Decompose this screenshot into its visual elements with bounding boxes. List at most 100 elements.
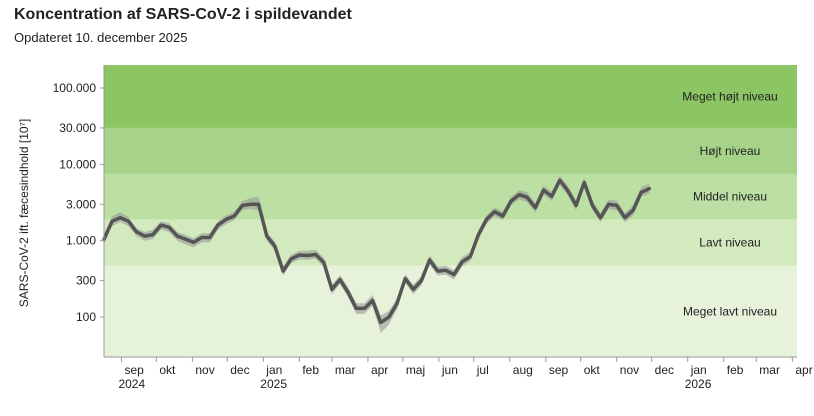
data-point: [476, 233, 480, 237]
x-tick-label: maj: [406, 363, 425, 377]
data-point: [550, 194, 554, 198]
level-band: [104, 173, 797, 220]
data-point: [485, 217, 488, 221]
data-point: [289, 257, 293, 261]
data-point: [574, 203, 578, 207]
data-point: [167, 225, 171, 229]
data-point: [118, 216, 122, 220]
series-line: [102, 178, 652, 325]
data-point: [542, 188, 545, 192]
data-point: [403, 277, 407, 280]
axes: 1003001.0003.00010.00030.000100.000sep20…: [53, 65, 813, 391]
data-point: [395, 302, 399, 306]
data-point: [460, 260, 464, 264]
level-band-label: Højt niveau: [700, 144, 761, 158]
x-tick-label: dec: [655, 363, 674, 377]
data-point: [639, 190, 643, 194]
data-point: [297, 253, 301, 257]
data-point: [159, 223, 163, 227]
x-tick-label: jan: [265, 363, 282, 377]
data-point: [306, 254, 309, 257]
data-point: [354, 306, 358, 310]
level-bands: Meget lavt niveau Lavt niveau Middel nivea…: [104, 65, 797, 357]
x-tick-label: mar: [759, 363, 780, 377]
x-tick-label: mar: [335, 363, 356, 377]
data-point: [493, 210, 497, 214]
x-tick-label: apr: [371, 363, 388, 377]
data-point: [338, 278, 342, 282]
data-point: [566, 189, 570, 193]
data-point: [379, 321, 383, 324]
data-point: [411, 287, 415, 291]
data-point: [232, 214, 236, 218]
level-band-label: Middel niveau: [693, 190, 767, 204]
data-point: [525, 195, 529, 199]
y-tick-label: 300: [76, 274, 96, 288]
data-point: [175, 234, 179, 238]
data-point: [533, 206, 537, 210]
data-point: [216, 223, 220, 227]
data-point: [281, 269, 285, 273]
chart-subtitle: Opdateret 10. december 2025: [14, 30, 188, 45]
data-point: [183, 237, 187, 241]
data-point: [623, 216, 627, 220]
data-point: [192, 240, 195, 244]
data-point: [151, 233, 155, 237]
data-point: [208, 236, 212, 239]
data-point: [590, 203, 594, 207]
series-line-layer: [102, 178, 652, 325]
data-point: [200, 236, 204, 239]
data-point: [110, 219, 114, 223]
data-point: [631, 208, 635, 212]
data-point: [509, 199, 513, 203]
x-tick-label: sep: [549, 363, 569, 377]
data-point: [135, 230, 139, 234]
x-tick-label: aug: [513, 363, 533, 377]
data-point: [346, 291, 350, 294]
level-band: [104, 65, 797, 128]
level-band: [104, 265, 797, 357]
level-band-label: Meget lavt niveau: [683, 304, 777, 318]
data-point: [371, 299, 375, 302]
x-tick-label: nov: [620, 363, 639, 377]
x-tick-label: sep: [124, 363, 144, 377]
x-tick-year-label: 2025: [260, 377, 287, 391]
data-point: [558, 178, 562, 182]
data-point: [615, 203, 619, 207]
data-point: [428, 258, 432, 262]
x-tick-label: feb: [727, 363, 744, 377]
data-point: [363, 306, 366, 310]
data-point: [468, 255, 472, 259]
x-tick-label: dec: [230, 363, 249, 377]
level-band-label: Lavt niveau: [699, 236, 760, 250]
data-point: [249, 202, 252, 206]
x-tick-label: okt: [584, 363, 601, 377]
data-point: [444, 268, 448, 272]
data-point: [224, 217, 228, 221]
y-axis-label: SARS-CoV-2 ift. fæcesindhold [10⁷]: [17, 119, 31, 307]
data-point: [501, 214, 505, 218]
x-tick-label: jul: [476, 363, 489, 377]
y-tick-label: 1.000: [66, 234, 96, 248]
data-point: [273, 244, 277, 248]
data-point: [452, 273, 456, 277]
x-tick-year-label: 2026: [685, 377, 712, 391]
chart-title: Koncentration af SARS-CoV-2 i spildevand…: [14, 6, 352, 23]
x-tick-year-label: 2024: [118, 377, 145, 391]
data-point: [240, 203, 244, 207]
data-point: [607, 202, 611, 206]
x-tick-label: nov: [195, 363, 214, 377]
data-point: [387, 315, 391, 319]
data-point: [647, 187, 651, 191]
y-tick-label: 3.000: [66, 197, 96, 211]
data-point: [265, 234, 269, 238]
x-tick-label: jan: [690, 363, 707, 377]
data-point: [517, 193, 521, 197]
level-band: [104, 127, 797, 174]
data-point: [314, 253, 318, 256]
data-point: [143, 234, 147, 238]
data-point: [126, 219, 130, 223]
x-tick-label: okt: [159, 363, 176, 377]
x-tick-label: feb: [302, 363, 319, 377]
